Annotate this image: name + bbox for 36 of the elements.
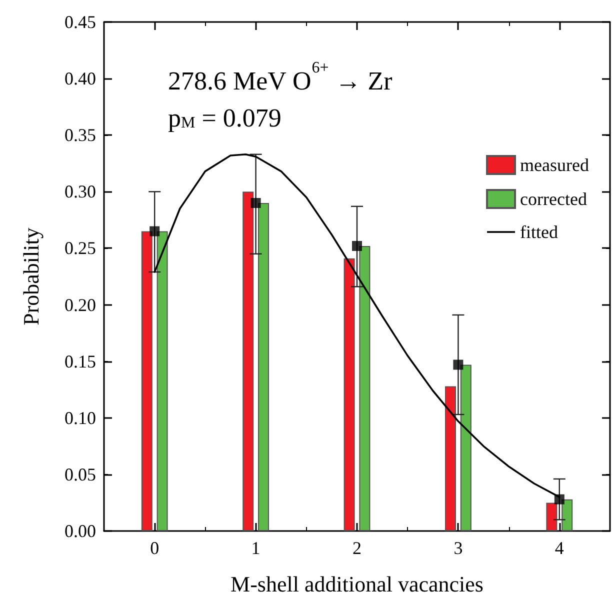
x-tick-label: 0 <box>150 538 160 558</box>
y-tick-label: 0.25 <box>64 238 96 258</box>
point <box>352 240 362 251</box>
x-tick-label: 4 <box>554 538 564 558</box>
x-axis-title: M-shell additional vacancies <box>230 572 484 596</box>
point <box>554 494 564 504</box>
y-tick-label: 0.15 <box>64 351 96 372</box>
bar <box>344 258 355 531</box>
y-tick-label: 0.45 <box>64 12 96 32</box>
y-tick-label: 0.35 <box>64 125 96 146</box>
bar <box>546 502 558 531</box>
bar <box>141 231 152 531</box>
bar <box>445 386 456 531</box>
bar <box>258 202 269 531</box>
bar <box>242 192 254 531</box>
point <box>150 226 160 236</box>
bar <box>562 499 573 531</box>
x-tick-label: 1 <box>251 538 260 558</box>
legend-label: corrected <box>520 189 587 209</box>
y-axis-title: Probability <box>18 228 44 326</box>
y-tick-label: 0.40 <box>64 68 96 89</box>
y-tick-label: 0.05 <box>64 464 96 484</box>
bar <box>359 246 370 531</box>
legend-label: fitted <box>520 222 558 242</box>
y-tick-label: 0.10 <box>64 408 96 428</box>
x-tick-label: 2 <box>352 538 362 558</box>
bar <box>156 231 168 531</box>
bar <box>460 364 472 531</box>
y-tick-label: 0.30 <box>64 182 96 202</box>
point <box>453 360 464 370</box>
annotation: pM = 0.079 <box>168 104 282 132</box>
x-tick-label: 3 <box>454 538 463 558</box>
y-tick-label: 0.20 <box>64 294 96 315</box>
y-tick-label: 0.00 <box>64 521 96 541</box>
legend-label: measured <box>520 155 589 175</box>
point <box>250 198 261 208</box>
